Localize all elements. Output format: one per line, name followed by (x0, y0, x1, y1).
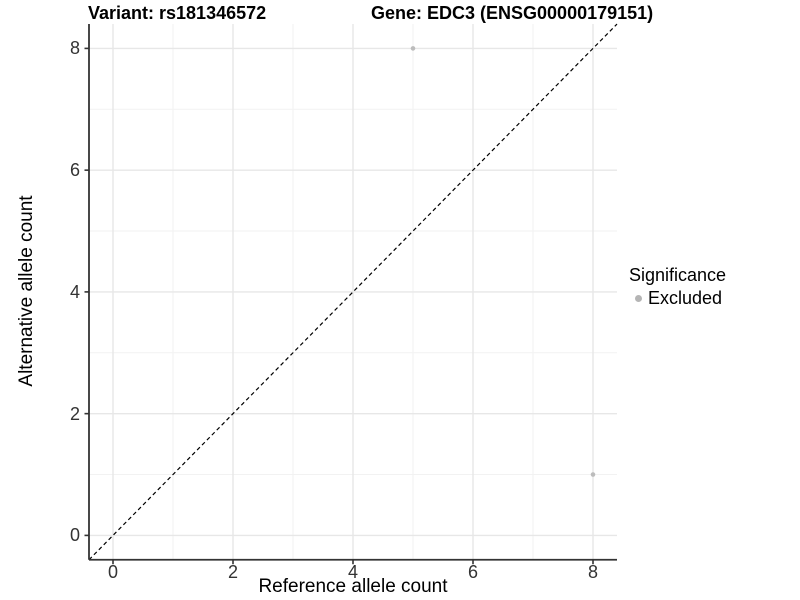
y-axis-title: Alternative allele count (16, 195, 37, 387)
x-tick-label: 6 (467, 562, 478, 582)
y-tick-label: 0 (69, 525, 80, 546)
legend: Significance Excluded (629, 265, 726, 309)
x-tick-label: 4 (347, 562, 358, 582)
legend-item: Excluded (635, 288, 726, 309)
legend-title: Significance (629, 265, 727, 285)
legend-item-label: Excluded (648, 288, 723, 308)
x-tick-label: 0 (107, 562, 118, 582)
identity-line (88, 23, 618, 561)
variant-title: Variant: rs181346572 (88, 3, 267, 23)
data-point (410, 46, 416, 51)
legend-items: Excluded (629, 288, 726, 309)
y-tick-label: 8 (69, 38, 80, 59)
x-tick-label: 2 (227, 562, 238, 582)
gene-title: Gene: EDC3 (ENSG00000179151) (371, 3, 654, 23)
y-tick-label: 6 (69, 160, 80, 181)
legend-key-dot-icon (635, 295, 642, 302)
x-tick-label: 8 (587, 562, 598, 582)
y-tick-label: 4 (69, 281, 80, 302)
data-point (590, 472, 596, 477)
x-axis-title: Reference allele count (258, 576, 448, 597)
y-tick-label: 2 (69, 403, 80, 424)
